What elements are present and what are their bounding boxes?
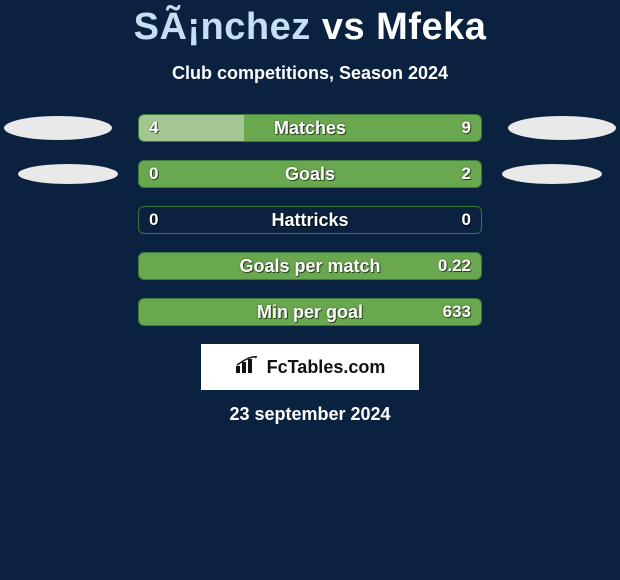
bar-fill-right [139,161,481,187]
stat-bar: 49Matches [138,114,482,142]
bar-fill-left [139,115,244,141]
stat-row: 49Matches [0,114,620,142]
player2-placeholder [502,164,602,184]
stats-rows: 49Matches 02Goals 0 0Hattricks 0.22Goals per… [0,114,620,326]
chart-icon [235,356,261,379]
stat-bar: 0 0Hattricks [138,206,482,234]
vs-label: vs [322,6,365,48]
comparison-card: SÃ¡nchez vs Mfeka Club competitions, Sea… [0,0,620,425]
stat-bar: 633Min per goal [138,298,482,326]
player2-placeholder [508,116,616,140]
stat-row: 0 0Hattricks [0,206,620,234]
subtitle: Club competitions, Season 2024 [0,63,620,84]
player2-name: Mfeka [376,6,486,48]
stat-row: 02Goals [0,160,620,188]
player1-placeholder [18,164,118,184]
brand-text: FcTables.com [267,357,386,378]
stat-bar: 0.22Goals per match [138,252,482,280]
stat-row: 633Min per goal [0,298,620,326]
bar-fill-right [139,299,481,325]
stat-value-right: 0 [462,207,471,233]
bar-fill-right [139,253,481,279]
player1-name: SÃ¡nchez [134,6,311,48]
page-title: SÃ¡nchez vs Mfeka [0,6,620,49]
player1-placeholder [4,116,112,140]
stat-value-left: 0 [149,207,158,233]
stat-row: 0.22Goals per match [0,252,620,280]
brand-box: FcTables.com [201,344,419,390]
stat-label: Hattricks [139,207,481,233]
date: 23 september 2024 [0,404,620,425]
stat-bar: 02Goals [138,160,482,188]
bar-fill-right [244,115,481,141]
